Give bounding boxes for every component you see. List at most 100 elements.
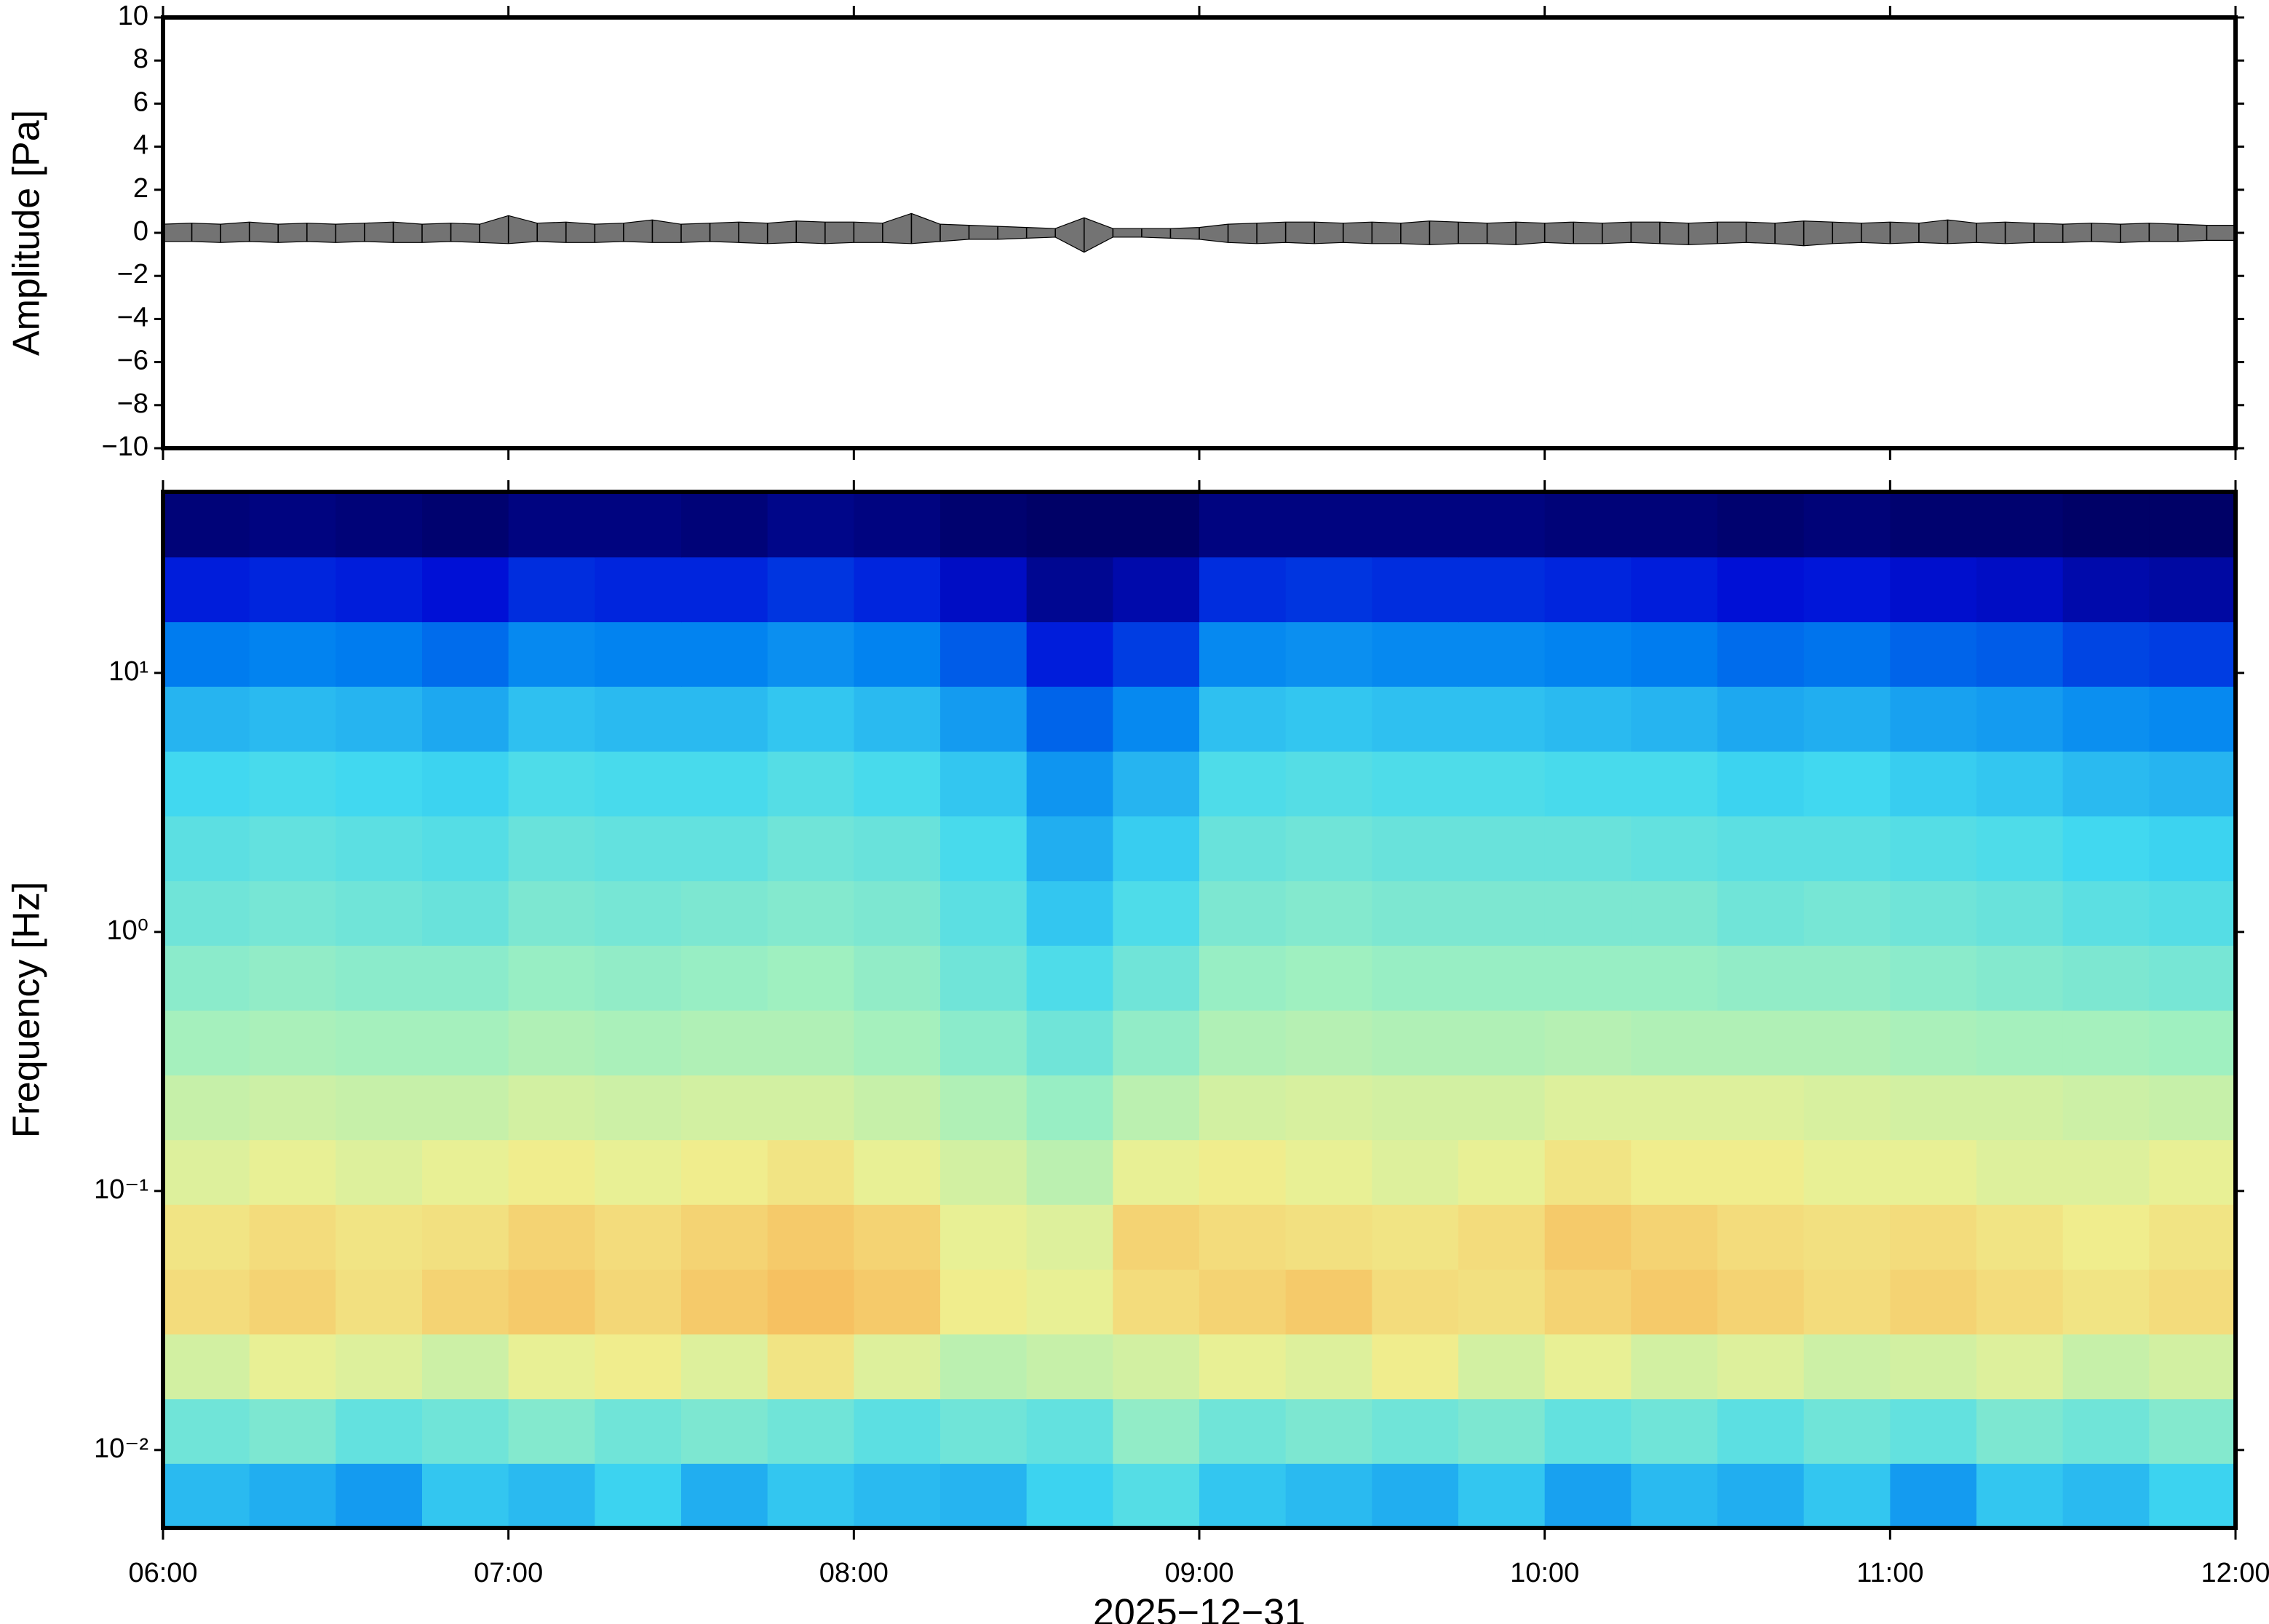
spectrogram-cell [1544,1203,1632,1270]
spectrogram-cell [1717,1269,1805,1335]
spectrogram-cell [1976,880,2064,946]
spectrogram-cell [2062,816,2150,882]
spectrogram-cell [163,685,250,752]
spectrogram-cell [1113,557,1200,623]
spectrogram-cell [940,944,1028,1011]
spectrogram-cell [681,685,768,752]
spectrogram-cell [335,492,423,558]
spectrogram-cell [249,1269,337,1335]
spectrogram-cell [1372,1203,1459,1270]
spectrogram-cell [2062,1010,2150,1076]
spectrogram-cell [2062,685,2150,752]
spectrogram-cell [508,1269,596,1335]
spectrogram-cell [1890,557,1977,623]
spectrogram-cell [1631,880,1718,946]
spectrogram-cell [940,1462,1028,1529]
spectrogram-cell [2149,685,2236,752]
spectrogram-cell [1717,557,1805,623]
spectrogram-cell [1285,621,1373,687]
spectrogram-cell [1285,944,1373,1011]
spectrogram-cell [1199,1269,1287,1335]
spectrogram-cell [2149,944,2236,1011]
spectrogram-cell [681,751,768,817]
spectrogram-cell [595,557,682,623]
spectrogram-cell [422,1203,509,1270]
spectrogram-cell [2149,1075,2236,1141]
spectrogram-cell [1803,1269,1891,1335]
spectrogram-cell [2062,1462,2150,1529]
spectrogram-cell [508,685,596,752]
spectrogram-cell [681,1269,768,1335]
spectrogram-cell [1458,1398,1546,1464]
spectrogram-cell [1199,1075,1287,1141]
spectrogram-cell [422,1398,509,1464]
spectrogram-cell [1372,1462,1459,1529]
y-tick-label: −2 [117,259,148,290]
spectrogram-cell [1631,1075,1718,1141]
spectrogram-cell [1544,1075,1632,1141]
spectrogram-cell [1976,557,2064,623]
spectrogram-cell [681,880,768,946]
spectrogram-cell [1803,685,1891,752]
spectrogram-cell [1026,621,1114,687]
spectrogram-cell [1631,751,1718,817]
spectrogram-cell [1976,1139,2064,1205]
spectrogram-cell [1544,1139,1632,1205]
spectrogram-cell [1890,1398,1977,1464]
spectrogram-cell [1458,557,1546,623]
spectrogram-cell [1890,944,1977,1011]
spectrogram-cell [1890,1075,1977,1141]
spectrogram-cell [767,557,855,623]
spectrogram-cell [681,1203,768,1270]
spectrogram-cell [1544,492,1632,558]
spectrogram-cell [1717,1203,1805,1270]
spectrogram-cell [854,880,941,946]
spectrogram-cell [1631,1203,1718,1270]
spectrogram-cell [508,1139,596,1205]
spectrogram-cell [1199,816,1287,882]
spectrogram-cell [1976,621,2064,687]
spectrogram-cell [422,557,509,623]
spectrogram-cell [1026,1334,1114,1400]
spectrogram-cell [1803,1462,1891,1529]
spectrogram-cell [2149,1139,2236,1205]
spectrogram-cell [1803,1139,1891,1205]
spectrogram-cell [681,1398,768,1464]
spectrogram-cell [1976,1269,2064,1335]
spectrogram-cell [335,1010,423,1076]
spectrogram-cell [1976,492,2064,558]
spectrogram-cell [1285,1334,1373,1400]
spectrogram-cell [163,1269,250,1335]
spectrogram-cell [595,685,682,752]
spectrogram-cell [1285,1010,1373,1076]
spectrogram-cell [1631,944,1718,1011]
y-tick-label: −8 [117,389,148,419]
spectrogram-cell [940,816,1028,882]
spectrogram-cell [1458,751,1546,817]
spectrogram-cell [595,1334,682,1400]
spectrogram-cell [1890,1269,1977,1335]
spectrogram-cell [681,1075,768,1141]
spectrogram-cell [1458,1203,1546,1270]
spectrogram-cell [422,1075,509,1141]
spectrogram-cell [854,751,941,817]
spectrogram-cell [2149,1269,2236,1335]
spectrogram-cell [249,1398,337,1464]
spectrogram-cell [1372,621,1459,687]
spectrogram-cell [1372,1075,1459,1141]
spectrogram-cell [1026,492,1114,558]
spectrogram-cell [940,492,1028,558]
spectrogram-cell [1026,751,1114,817]
spectrogram-cell [1631,621,1718,687]
spectrogram-cell [1285,1269,1373,1335]
spectrogram-cell [1803,816,1891,882]
spectrogram-cell [2062,621,2150,687]
spectrogram-cell [854,621,941,687]
spectrogram-cell [1372,816,1459,882]
spectrogram-cell [1372,685,1459,752]
spectrogram-cell [2149,621,2236,687]
spectrogram-cell [681,816,768,882]
spectrogram-cell [163,751,250,817]
spectrogram-cell [854,1139,941,1205]
spectrogram-cell [508,1398,596,1464]
